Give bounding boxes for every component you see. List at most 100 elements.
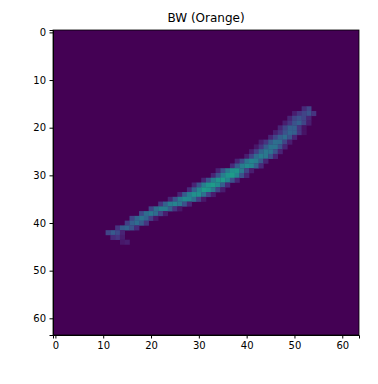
cell (292, 111, 297, 116)
cell (230, 173, 235, 178)
cell (306, 121, 311, 126)
cell (268, 135, 273, 140)
cell (244, 154, 249, 159)
y-tick: 20 (33, 122, 53, 133)
x-tick-mark (294, 335, 295, 339)
cell (192, 192, 197, 197)
y-tick-label: 60 (33, 313, 46, 324)
cell (254, 144, 259, 149)
cell (106, 230, 111, 235)
y-tick-mark (50, 175, 54, 176)
cell (177, 202, 182, 207)
cell (244, 168, 249, 173)
cell (273, 144, 278, 149)
cell (302, 116, 307, 121)
cell (302, 121, 307, 126)
cell (297, 111, 302, 116)
cell (273, 149, 278, 154)
x-tick-label: 10 (97, 340, 110, 351)
cell (206, 187, 211, 192)
cell (182, 202, 187, 207)
y-tick-label: 20 (33, 122, 46, 133)
cell (273, 140, 278, 145)
y-axis: 0102030405060 (33, 27, 53, 335)
cell (263, 159, 268, 164)
x-tick-label: 0 (53, 340, 59, 351)
x-tick-mark (55, 335, 56, 339)
cell (239, 168, 244, 173)
plot-frame (53, 30, 359, 335)
cell (306, 106, 311, 111)
cell (239, 173, 244, 178)
y-tick-label: 30 (33, 170, 46, 181)
cell (254, 149, 259, 154)
cell (211, 192, 216, 197)
cell (235, 178, 240, 183)
cell (130, 216, 135, 221)
cell (163, 211, 168, 216)
cell (292, 125, 297, 130)
cell (268, 140, 273, 145)
cell (268, 144, 273, 149)
cell (206, 183, 211, 188)
cell (196, 197, 201, 202)
y-tick-mark (50, 223, 54, 224)
cell (268, 149, 273, 154)
cell (201, 197, 206, 202)
y-tick-label: 10 (33, 75, 46, 86)
cell (283, 135, 288, 140)
cell (115, 230, 120, 235)
cell (283, 144, 288, 149)
cell (120, 225, 125, 230)
cell (287, 140, 292, 145)
x-tick-mark (199, 335, 200, 339)
cell (120, 240, 125, 245)
cell (220, 183, 225, 188)
cell (244, 159, 249, 164)
cell (149, 206, 154, 211)
cell (220, 178, 225, 183)
cell (249, 154, 254, 159)
chart: 01020304050600102030405060BW (Orange) (0, 0, 378, 384)
cell (187, 187, 192, 192)
cell (211, 187, 216, 192)
cell (216, 168, 221, 173)
cell (173, 202, 178, 207)
cell (268, 154, 273, 159)
cell (144, 216, 149, 221)
cell (192, 197, 197, 202)
cell (230, 178, 235, 183)
title: BW (Orange) (167, 11, 244, 25)
cell (273, 135, 278, 140)
cell (297, 130, 302, 135)
cell (273, 130, 278, 135)
cell (235, 168, 240, 173)
cell (134, 221, 139, 226)
cell (110, 230, 115, 235)
cell (192, 183, 197, 188)
cell (306, 116, 311, 121)
cell (139, 211, 144, 216)
x-tick: 60 (336, 335, 349, 351)
background-cells (53, 30, 359, 335)
cell (259, 140, 264, 145)
cell (182, 192, 187, 197)
cell (287, 135, 292, 140)
x-tick-mark (103, 335, 104, 339)
cell (287, 121, 292, 126)
y-tick: 0 (40, 27, 53, 38)
cell (216, 173, 221, 178)
cell (201, 183, 206, 188)
cell (287, 116, 292, 121)
cell (125, 221, 130, 226)
cell (259, 159, 264, 164)
cell (259, 154, 264, 159)
cell (153, 206, 158, 211)
cell (163, 206, 168, 211)
cell (220, 168, 225, 173)
x-tick: 0 (53, 335, 59, 351)
cell (263, 149, 268, 154)
cell (297, 121, 302, 126)
cell (283, 130, 288, 135)
cell (196, 192, 201, 197)
